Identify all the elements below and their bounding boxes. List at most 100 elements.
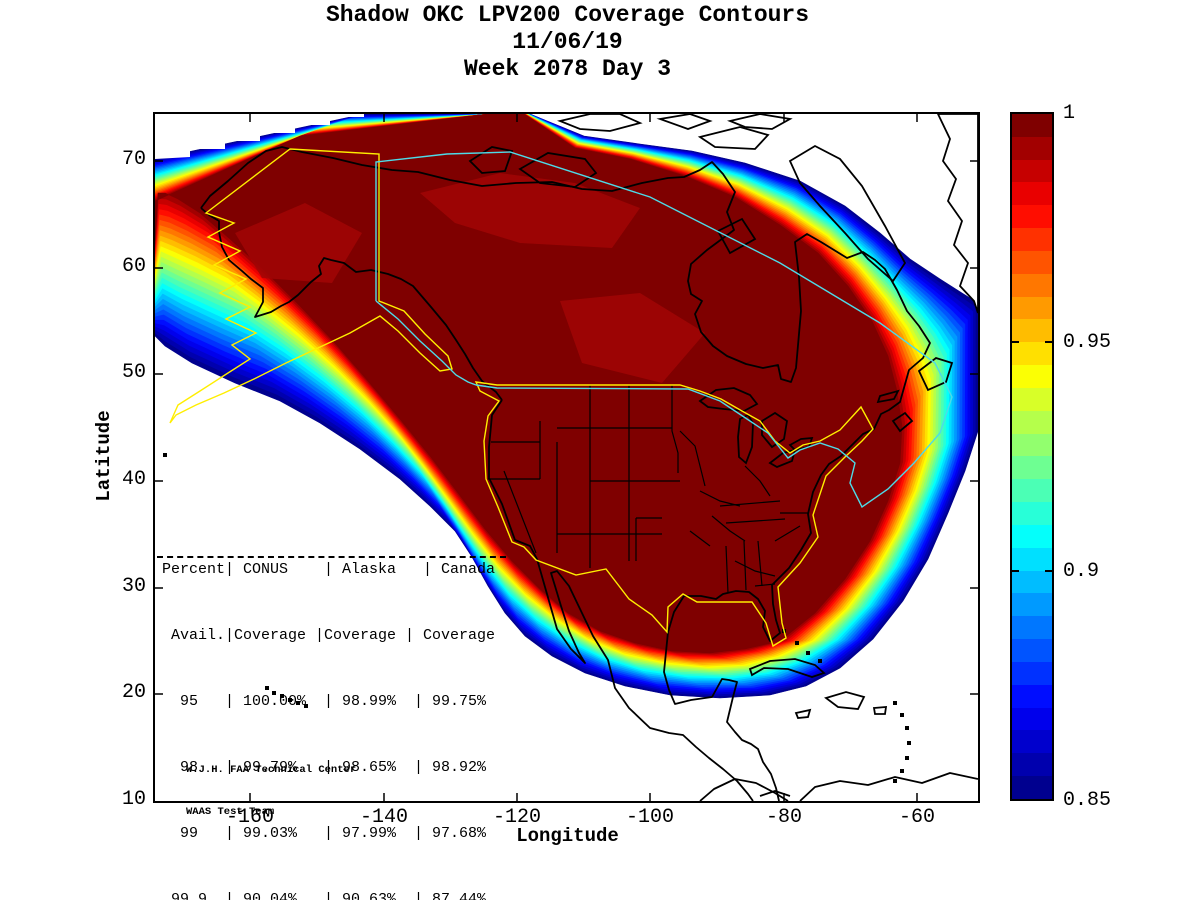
x-tick-label: -160	[225, 806, 275, 829]
x-tick-label: -100	[625, 806, 675, 829]
small-island	[905, 756, 909, 760]
state-boundary	[711, 515, 746, 542]
colorbar-step	[1012, 365, 1052, 388]
y-tick-label: 10	[121, 788, 146, 811]
state-boundary	[679, 430, 706, 487]
small-island	[900, 713, 904, 717]
colorbar-step	[1012, 228, 1052, 251]
y-axis-label: Latitude	[93, 410, 115, 502]
colorbar-step	[1012, 776, 1052, 799]
x-axis-label: Longitude	[516, 825, 619, 847]
small-island	[900, 769, 904, 773]
state-boundary	[725, 545, 729, 594]
colorbar-tick	[1045, 341, 1052, 343]
coverage-table-row: 98 | 99.79% | 98.65% | 98.92%	[162, 759, 487, 776]
x-tick-label: -120	[492, 806, 542, 829]
colorbar-step	[1012, 684, 1052, 708]
colorbar-step	[1012, 387, 1052, 411]
colorbar-step	[1012, 342, 1052, 366]
y-tick-label: 50	[121, 361, 146, 384]
island-coastline	[748, 658, 826, 678]
colorbar-step	[1012, 479, 1052, 503]
great-lakes-outline	[768, 448, 797, 468]
colorbar-tick-label: 0.9	[1063, 560, 1100, 583]
colorbar-step	[1012, 730, 1052, 754]
contour-patch	[420, 173, 640, 248]
credit-line: WAAS Test Team	[186, 806, 275, 818]
small-island	[905, 726, 909, 730]
conus-alaska-service-boundary	[474, 381, 874, 648]
small-island	[907, 741, 911, 745]
coverage-table-row: 99 | 99.03% | 97.99% | 97.68%	[162, 825, 487, 842]
state-boundary	[744, 465, 771, 497]
colorbar-step	[1012, 273, 1052, 297]
coastline	[488, 399, 754, 801]
greenland-coastline	[937, 114, 978, 314]
canada-service-boundary	[375, 300, 477, 386]
credit-line: W.J.H. FAA Technical Center	[186, 764, 357, 776]
colorbar-tick	[1045, 570, 1052, 572]
island-coastline	[716, 217, 757, 255]
credit-text: W.J.H. FAA Technical Center WAAS Test Te…	[186, 735, 356, 847]
small-island	[265, 686, 269, 690]
y-tick-label: 30	[121, 575, 146, 598]
island-coastline	[788, 144, 907, 283]
no-coverage-corner	[155, 114, 364, 159]
state-boundary	[725, 518, 786, 524]
figure-title-block: Shadow OKC LPV200 Coverage Contours 11/0…	[154, 2, 981, 83]
small-island	[795, 641, 799, 645]
colorbar-tick-label: 0.95	[1063, 331, 1112, 354]
state-boundary	[757, 540, 763, 587]
figure-week-day: Week 2078 Day 3	[463, 56, 672, 82]
island-coastline	[468, 146, 514, 174]
great-lakes-outline	[698, 387, 759, 412]
state-boundary	[774, 525, 801, 542]
contour-patch	[560, 293, 705, 383]
small-island	[304, 704, 308, 708]
conus-alaska-service-boundary	[169, 148, 453, 424]
y-tick-label: 20	[121, 681, 146, 704]
small-island	[288, 698, 292, 702]
colorbar-step	[1012, 639, 1052, 662]
coastline	[200, 207, 503, 401]
small-island	[163, 453, 167, 457]
map-plot	[153, 112, 980, 803]
coverage-table-separator	[157, 556, 506, 558]
island-coastline	[891, 411, 914, 433]
colorbar-step	[1012, 205, 1052, 229]
x-tick-label: -140	[359, 806, 409, 829]
small-island	[272, 691, 276, 695]
great-lakes-outline	[788, 436, 814, 451]
coastline	[699, 778, 789, 801]
colorbar-tick	[1012, 570, 1019, 572]
coastline	[200, 146, 931, 801]
coverage-table-row: 95 | 100.00% | 98.99% | 99.75%	[162, 693, 487, 710]
colorbar-step	[1012, 502, 1052, 525]
state-boundary	[689, 530, 711, 547]
colorbar-step	[1012, 456, 1052, 480]
colorbar-step	[1012, 547, 1052, 571]
contour-patch	[235, 203, 362, 283]
coverage-table-header: Avail.|Coverage |Coverage | Coverage	[162, 627, 496, 644]
small-island	[818, 659, 822, 663]
state-boundary	[719, 500, 781, 507]
island-coastline	[917, 357, 954, 392]
colorbar-step	[1012, 296, 1052, 320]
colorbar-step	[1012, 616, 1052, 640]
colorbar-tick-label: 1	[1063, 102, 1076, 125]
figure-title: Shadow OKC LPV200 Coverage Contours	[325, 2, 810, 28]
coverage-table-row: 99.9 | 90.04% | 90.63% | 87.44%	[162, 891, 487, 900]
small-island	[280, 694, 284, 698]
x-tick-label: -80	[765, 806, 803, 829]
state-boundary	[503, 470, 537, 554]
coastline	[799, 772, 978, 801]
colorbar-step	[1012, 410, 1052, 434]
small-island	[806, 651, 810, 655]
colorbar-step	[1012, 114, 1052, 137]
island-coastline	[697, 126, 770, 150]
coverage-contour-map	[155, 114, 978, 801]
colorbar-step	[1012, 250, 1052, 274]
island-coastline	[518, 152, 598, 188]
colorbar	[1010, 112, 1054, 801]
colorbar-step	[1012, 159, 1052, 183]
